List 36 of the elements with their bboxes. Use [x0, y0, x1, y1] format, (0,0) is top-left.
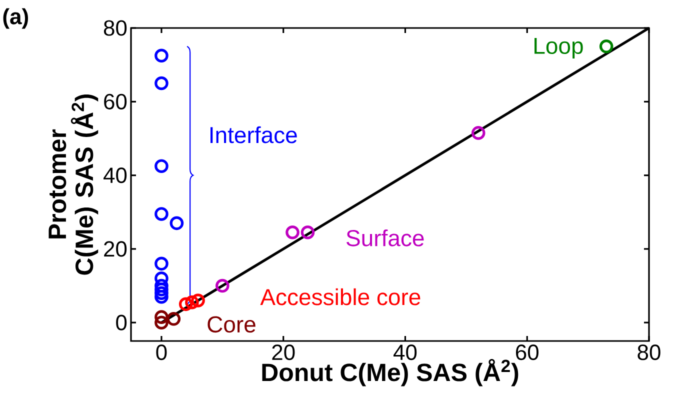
point — [154, 290, 168, 304]
point — [185, 295, 199, 310]
x-tick-label: 60 — [516, 344, 538, 360]
point — [154, 207, 168, 221]
series-label: Surface — [346, 229, 424, 246]
point — [178, 297, 193, 312]
series-label: Loop — [534, 38, 583, 59]
y-axis-title: Protomer C(Me) SAS (Å$^{2}$) — [48, 94, 98, 275]
y-tick-label: 60 — [104, 94, 127, 110]
point — [154, 272, 168, 286]
series-label: Core — [208, 316, 256, 333]
text: Accessible core — [260, 288, 420, 306]
y-tick-label: 0 — [116, 314, 127, 330]
x-tick-label: 80 — [638, 344, 660, 360]
x-tick-label: 0 — [156, 344, 167, 360]
point — [154, 256, 168, 271]
point — [154, 48, 168, 63]
x-tick-label: 40 — [394, 344, 417, 360]
point — [154, 159, 168, 173]
point — [170, 216, 184, 230]
point — [216, 278, 230, 293]
point — [166, 312, 181, 326]
text: Interface — [210, 126, 297, 144]
point — [599, 40, 614, 54]
point — [154, 310, 168, 324]
point — [286, 225, 300, 240]
y-tick-label: 80 — [104, 20, 127, 36]
chart-title: (a) — [3, 8, 28, 29]
y-tick-label: 20 — [104, 241, 127, 257]
point — [154, 76, 168, 90]
x-tick-label: 20 — [272, 344, 295, 360]
point — [154, 316, 168, 330]
point — [471, 126, 486, 140]
point — [191, 294, 205, 308]
y-tick-label: 40 — [104, 168, 127, 184]
point — [300, 225, 315, 240]
